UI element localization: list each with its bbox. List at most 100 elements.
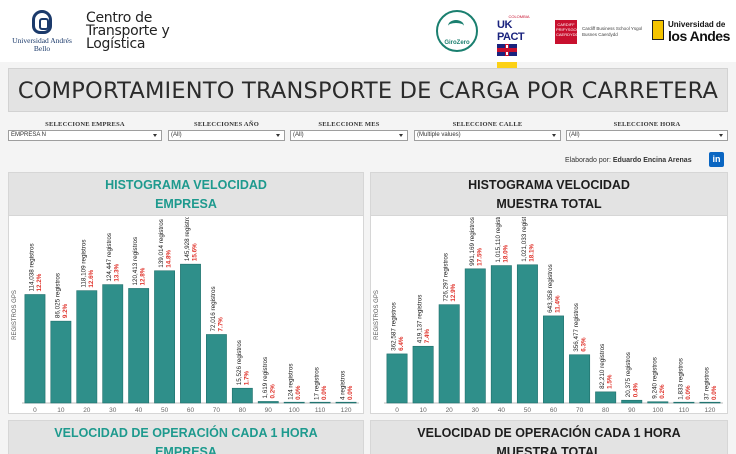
bar-count-label: 1,015,110 registros bbox=[495, 217, 502, 263]
histogram-bar[interactable] bbox=[24, 294, 46, 404]
bar-count-label: 124 registros bbox=[288, 363, 295, 399]
bar-percent-label: 0.0% bbox=[321, 385, 328, 400]
histogram-bar[interactable] bbox=[543, 315, 564, 404]
dashboard-title-bar: COMPORTAMIENTO TRANSPORTE DE CARGA POR C… bbox=[8, 68, 728, 112]
x-tick-label: 10 bbox=[419, 407, 427, 414]
panel-title-line1: HISTOGRAMA VELOCIDAD bbox=[105, 178, 267, 192]
histogram-bar[interactable] bbox=[128, 288, 150, 404]
histogram-bar[interactable] bbox=[569, 354, 591, 404]
panel-op-empresa: VELOCIDAD DE OPERACIÓN CADA 1 HORA EMPRE… bbox=[8, 420, 364, 454]
bar-percent-label: 12.8% bbox=[140, 267, 147, 285]
anio-select[interactable]: (All) bbox=[168, 130, 285, 141]
histogram-bar[interactable] bbox=[647, 401, 669, 404]
histogram-bar[interactable] bbox=[231, 387, 253, 404]
histogram-bar[interactable] bbox=[621, 399, 643, 404]
x-tick-label: 110 bbox=[315, 407, 326, 414]
empresa-select[interactable]: EMPRESA N bbox=[8, 130, 162, 141]
bar-count-label: 419,137 registros bbox=[417, 295, 424, 344]
histogram-bar[interactable] bbox=[180, 263, 201, 404]
histogram-bar[interactable] bbox=[673, 401, 695, 404]
bar-count-label: 362,587 registros bbox=[391, 302, 398, 351]
histogram-bar[interactable] bbox=[76, 290, 98, 404]
bar-percent-label: 12.6% bbox=[88, 269, 95, 287]
x-tick-label: 30 bbox=[109, 407, 117, 414]
panel-op-total: VELOCIDAD DE OPERACIÓN CADA 1 HORA MUEST… bbox=[370, 420, 728, 454]
bar-count-label: 37 registros bbox=[703, 367, 710, 400]
bar-count-label: 139,014 registros bbox=[158, 219, 165, 268]
bar-percent-label: 1.5% bbox=[607, 374, 614, 389]
x-tick-label: 80 bbox=[602, 407, 610, 414]
bar-count-label: 643,358 registros bbox=[547, 264, 554, 313]
histogram-bar[interactable] bbox=[283, 401, 305, 404]
filter-label: SELECCIONES AÑO bbox=[194, 121, 259, 128]
x-tick-label: 90 bbox=[628, 407, 636, 414]
bar-percent-label: 15.6% bbox=[192, 243, 199, 261]
x-tick-label: 80 bbox=[239, 407, 247, 414]
hora-select[interactable]: (All) bbox=[566, 130, 728, 141]
bar-count-label: 15,526 registros bbox=[236, 340, 243, 385]
histogram-bar[interactable] bbox=[206, 334, 227, 404]
panel-title-line1: VELOCIDAD DE OPERACIÓN CADA 1 HORA bbox=[54, 426, 318, 440]
bar-percent-label: 0.2% bbox=[269, 384, 276, 399]
x-tick-label: 20 bbox=[446, 407, 454, 414]
x-tick-label: 110 bbox=[679, 407, 690, 414]
bar-percent-label: 0.0% bbox=[685, 385, 692, 400]
panel-title-line1: HISTOGRAMA VELOCIDAD bbox=[468, 178, 630, 192]
histogram-bar[interactable] bbox=[464, 268, 486, 404]
unab-logo-text: Universidad Andrés Bello bbox=[12, 36, 72, 53]
linkedin-icon[interactable]: in bbox=[709, 152, 724, 167]
histogram-bar[interactable] bbox=[335, 401, 357, 404]
histogram-bar[interactable] bbox=[309, 401, 331, 404]
histogram-bar[interactable] bbox=[516, 264, 538, 404]
bar-count-label: 86,025 registros bbox=[54, 273, 61, 318]
ukpact-country: COLOMBIA bbox=[508, 14, 530, 19]
histogram-bar[interactable] bbox=[595, 391, 617, 404]
bar-percent-label: 18.1% bbox=[528, 244, 535, 262]
histogram-bar[interactable] bbox=[412, 345, 434, 404]
bar-count-label: 145,928 registros bbox=[184, 217, 191, 261]
bar-percent-label: 1.7% bbox=[243, 370, 250, 385]
filter-empresa: SELECCIONE EMPRESA EMPRESA N bbox=[8, 119, 162, 150]
bar-percent-label: 6.4% bbox=[398, 336, 405, 351]
histogram-bar[interactable] bbox=[50, 320, 72, 404]
x-tick-label: 0 bbox=[395, 407, 399, 414]
histogram-bar[interactable] bbox=[257, 401, 279, 404]
bar-count-label: 114,038 registros bbox=[28, 243, 35, 291]
y-axis-label: REGISTROS GPS bbox=[12, 290, 18, 340]
histogram-bar[interactable] bbox=[154, 270, 175, 404]
bar-count-label: 356,477 registros bbox=[573, 303, 580, 352]
page-title: COMPORTAMIENTO TRANSPORTE DE CARGA POR C… bbox=[17, 78, 719, 104]
x-tick-label: 50 bbox=[524, 407, 532, 414]
x-tick-label: 70 bbox=[213, 407, 221, 414]
credit-author: Eduardo Encina Arenas bbox=[612, 157, 692, 164]
mes-select[interactable]: (All) bbox=[290, 130, 408, 141]
bar-percent-label: 18.0% bbox=[502, 244, 509, 262]
x-tick-label: 120 bbox=[341, 407, 352, 414]
bar-count-label: 120,413 registros bbox=[132, 237, 139, 286]
histogram-bar[interactable] bbox=[102, 284, 124, 404]
bar-percent-label: 17.5% bbox=[476, 248, 483, 266]
histogram-bar[interactable] bbox=[490, 265, 512, 404]
x-tick-label: 40 bbox=[135, 407, 143, 414]
x-tick-label: 60 bbox=[550, 407, 558, 414]
x-tick-label: 70 bbox=[576, 407, 584, 414]
histogram-bar[interactable] bbox=[438, 304, 460, 404]
bar-percent-label: 0.4% bbox=[633, 382, 640, 397]
bar-count-label: 1,021,033 registros bbox=[521, 217, 528, 262]
bar-count-label: 4 registros bbox=[340, 371, 347, 400]
calle-select[interactable]: (Multiple values) bbox=[414, 130, 561, 141]
bar-percent-label: 14.8% bbox=[166, 249, 173, 267]
panel-title-line1: VELOCIDAD DE OPERACIÓN CADA 1 HORA bbox=[417, 426, 681, 440]
panel-header: HISTOGRAMA VELOCIDAD MUESTRA TOTAL bbox=[371, 173, 727, 216]
bar-count-label: 118,109 registros bbox=[80, 239, 87, 287]
bar-percent-label: 0.2% bbox=[659, 384, 666, 399]
bar-count-label: 1,619 registros bbox=[262, 357, 269, 399]
bar-count-label: 82,210 registros bbox=[599, 344, 606, 389]
cardiff-logo: CARDIFF PRIFYSGOL CAERDYDD bbox=[555, 20, 579, 44]
histogram-empresa-chart: REGISTROS GPS 114,038 registros 12.2% 0 86,0… bbox=[12, 217, 359, 414]
histogram-bar[interactable] bbox=[699, 401, 721, 404]
panel-title-line2: EMPRESA bbox=[155, 197, 217, 211]
bar-percent-label: 6.3% bbox=[581, 337, 588, 352]
histogram-bar[interactable] bbox=[386, 353, 408, 404]
